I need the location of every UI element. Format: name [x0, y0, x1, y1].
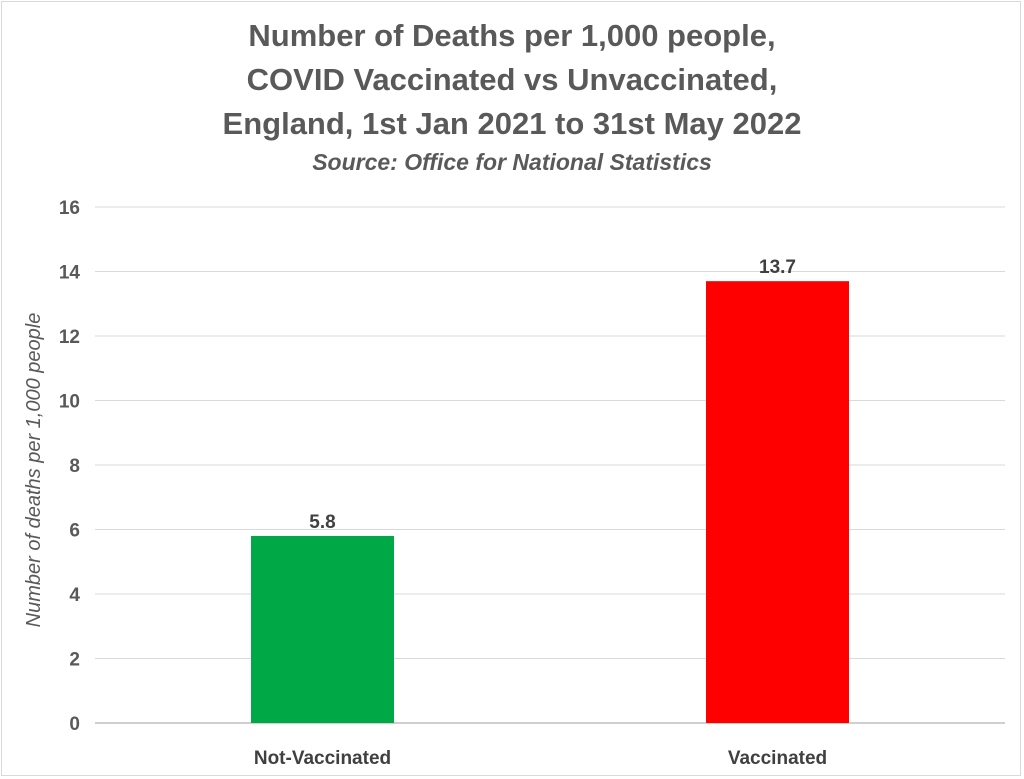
y-tick-label-6: 6	[69, 521, 80, 542]
y-tick-label-4: 4	[69, 585, 80, 606]
chart-title-line-1: Number of Deaths per 1,000 people,	[248, 18, 776, 53]
y-tick-label-12: 12	[59, 327, 80, 348]
data-label-not-vaccinated: 5.8	[309, 512, 335, 533]
data-label-vaccinated: 13.7	[759, 257, 796, 278]
y-tick-label-16: 16	[59, 198, 80, 219]
category-label-vaccinated: Vaccinated	[728, 748, 827, 769]
chart-title-block: Number of Deaths per 1,000 people, COVID…	[0, 14, 1024, 178]
gridlines	[95, 206, 1005, 724]
y-tick-labels: 0 2 4 6 8 10 12 14 16	[59, 198, 81, 735]
bar-vaccinated	[706, 281, 849, 723]
chart-title-line-2: COVID Vaccinated vs Unvaccinated,	[246, 62, 778, 97]
bars	[251, 281, 849, 723]
y-axis-title: Number of deaths per 1,000 people	[23, 313, 45, 628]
y-tick-label-14: 14	[59, 263, 81, 284]
chart-subtitle: Source: Office for National Statistics	[312, 149, 712, 175]
y-tick-label-0: 0	[69, 714, 80, 735]
data-labels: 5.8 13.7	[309, 257, 796, 533]
category-label-not-vaccinated: Not-Vaccinated	[254, 748, 391, 769]
y-tick-label-10: 10	[59, 392, 80, 413]
y-tick-label-8: 8	[69, 456, 80, 477]
y-tick-label-2: 2	[69, 650, 80, 671]
chart-title-line-3: England, 1st Jan 2021 to 31st May 2022	[222, 106, 802, 141]
bar-not-vaccinated	[251, 535, 394, 723]
category-labels: Not-Vaccinated Vaccinated	[254, 748, 827, 769]
